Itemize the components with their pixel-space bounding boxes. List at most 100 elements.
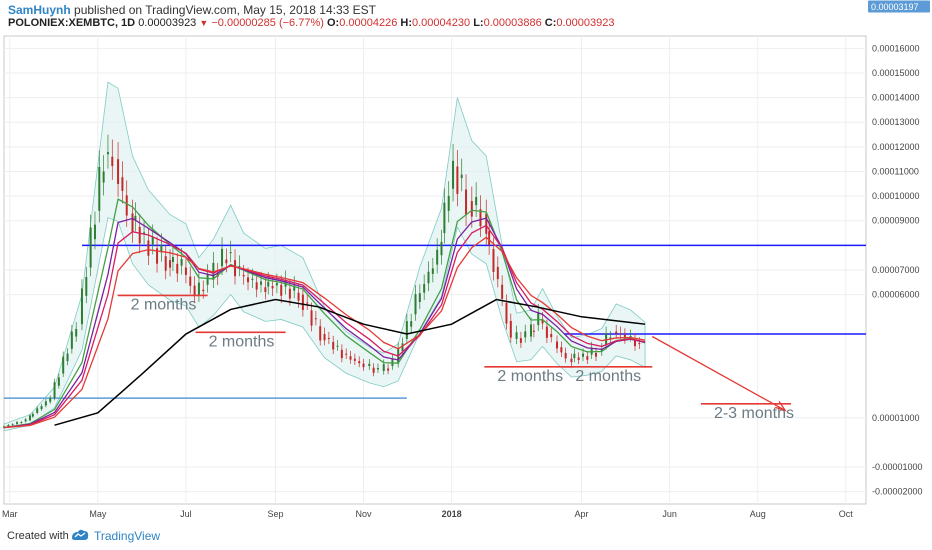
candle-body (470, 201, 473, 217)
candle-body (382, 364, 385, 371)
candle-body (560, 347, 563, 353)
candle-body (594, 352, 597, 357)
candle-body (31, 413, 34, 417)
ohlc-line: POLONIEX:XEMBTC, 1D 0.00003923 ▼ −0.0000… (8, 17, 615, 29)
candle-body (623, 334, 626, 339)
candle-body (440, 241, 443, 256)
candle-body (452, 160, 455, 189)
candle-body (443, 202, 446, 234)
candle-body (573, 353, 576, 359)
open-label: O: (326, 17, 340, 29)
footer: Created with TradingView (0, 522, 932, 550)
candle-body (423, 284, 426, 293)
candle-body (147, 240, 150, 256)
candle-body (488, 231, 491, 246)
y-tick-label: 0.00016000 (872, 43, 920, 53)
candle-body (131, 213, 134, 233)
candle-body (306, 302, 309, 304)
candle-body (151, 236, 154, 245)
x-tick-label: Sep (267, 509, 283, 519)
symbol-label[interactable]: POLONIEX:XEMBTC, 1D (8, 17, 136, 29)
candle-body (251, 278, 254, 280)
y-tick-label: 0.00010000 (872, 191, 920, 201)
open-value: 0.00004226 (339, 17, 398, 29)
candle-body (431, 268, 434, 274)
chart-header: SamHuynh published on TradingView.com, M… (0, 0, 932, 34)
candle-body (85, 277, 88, 296)
x-tick-label: Mar (2, 509, 18, 519)
candle-body (301, 294, 304, 310)
low-label: L: (473, 17, 484, 29)
y-tick-label: 0.00015000 (872, 68, 920, 78)
candle-body (221, 248, 224, 267)
candle-body (229, 252, 232, 254)
candle-body (280, 284, 283, 296)
candle-body (609, 337, 612, 339)
candle-body (496, 266, 499, 280)
candle-body (75, 328, 78, 337)
created-with-text: Created with (7, 530, 69, 542)
arrow-head (774, 401, 787, 412)
ema-line (3, 224, 646, 429)
price-tag (868, 0, 930, 13)
candle-body (460, 174, 463, 179)
candle-body (106, 152, 109, 155)
price-chart[interactable]: 0.00016000 0.00015000 0.00014000 0.00013000… (0, 0, 932, 522)
candle-body (255, 282, 258, 290)
candle-body (247, 277, 250, 283)
candle-body (633, 339, 636, 347)
candle-body (537, 311, 540, 326)
candle-body (532, 330, 535, 332)
candle-body (164, 256, 167, 271)
candle-body (66, 353, 69, 362)
y-tick-label: 0.00001000 (872, 413, 920, 423)
x-tick-label: Aug (750, 509, 766, 519)
candle-body (447, 195, 450, 211)
price-tag-label: 0.00003197 (871, 2, 919, 12)
candle-body (62, 356, 65, 374)
candle-body (327, 337, 330, 339)
candle-body (336, 345, 339, 347)
candle-body (590, 347, 593, 355)
candle-body (545, 326, 548, 338)
candle-body (180, 258, 183, 266)
tradingview-brand[interactable]: TradingView (94, 529, 161, 543)
candle-body (11, 424, 14, 426)
y-tick-label: 0.00014000 (872, 93, 920, 103)
candle-body (275, 283, 278, 286)
candle-body (405, 321, 408, 339)
candle-body (581, 353, 584, 357)
candle-body (15, 422, 18, 424)
candle-body (323, 334, 326, 341)
candle-body (485, 213, 488, 234)
candle-body (629, 335, 632, 337)
candle-body (117, 159, 120, 185)
candle-body (293, 285, 296, 291)
x-tick-label: May (89, 509, 107, 519)
candle-body (362, 363, 365, 368)
candle-body (89, 227, 92, 268)
author-link[interactable]: SamHuynh (8, 3, 71, 17)
candle-body (98, 166, 101, 211)
candle-body (143, 232, 146, 234)
candle-body (20, 422, 23, 424)
annotation-label: 2 months (209, 333, 275, 350)
y-tick-label: 0.00006000 (872, 290, 920, 300)
candle-body (586, 356, 589, 360)
candle-body (465, 189, 468, 215)
candle-body (267, 281, 270, 287)
annotation-label: 2 months (131, 296, 197, 313)
publish-line: SamHuynh published on TradingView.com, M… (8, 3, 376, 17)
candle-body (93, 224, 96, 240)
candle-body (479, 209, 482, 227)
candle-body (515, 332, 518, 339)
candle-body (509, 320, 512, 338)
candle-body (345, 353, 348, 355)
candle-body (206, 274, 209, 285)
candle-body (171, 257, 174, 262)
candle-body (319, 326, 322, 341)
candle-body (556, 341, 559, 349)
candle-body (615, 331, 618, 334)
annotation-label: 2 months (575, 368, 641, 385)
close-value: 0.00003923 (556, 17, 615, 29)
